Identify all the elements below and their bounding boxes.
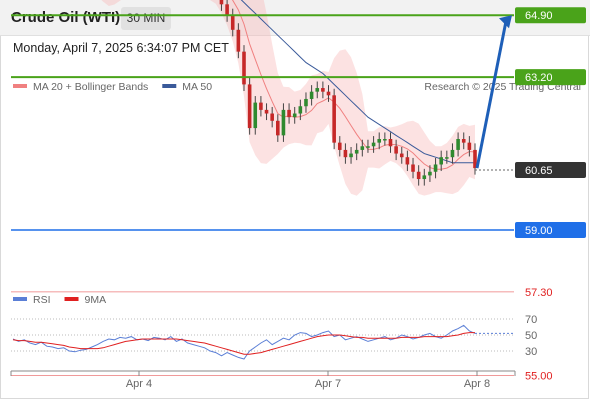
rsi-legend-swatch-0 [13, 297, 27, 301]
candle-body-38 [225, 4, 229, 16]
candle-body-74 [428, 171, 432, 176]
candle-body-43 [253, 102, 258, 129]
level-label-1: 63.20 [525, 72, 553, 84]
rsi-legend-label-0: RSI [33, 294, 51, 306]
candle-body-67 [388, 139, 393, 147]
candle-body-55 [321, 88, 325, 92]
forecast-arrow-shaft [475, 20, 508, 169]
candle-body-79 [456, 139, 460, 150]
candle-body-58 [337, 142, 342, 150]
candle-body-39 [230, 15, 235, 30]
candle-body-57 [332, 95, 336, 143]
candle-body-61 [354, 149, 359, 154]
candle-body-64 [371, 142, 376, 147]
rsi-legend-label-1: 9MA [85, 294, 107, 306]
candle-body-78 [450, 149, 455, 158]
rsi-ma-line [12, 332, 475, 355]
candle-body-66 [383, 139, 387, 141]
candle-body-76 [439, 157, 443, 165]
candle-body-82 [473, 149, 477, 169]
candle-body-41 [242, 51, 246, 85]
candle-body-44 [259, 102, 263, 110]
candle-body-80 [461, 139, 466, 143]
candle-body-75 [433, 164, 438, 172]
candle-body-47 [276, 120, 280, 136]
candle-body-73 [422, 175, 427, 180]
timestamp: Monday, April 7, 2025 6:34:07 PM CET [13, 41, 229, 55]
candle-body-46 [270, 113, 274, 121]
level-label-5: 55.00 [525, 371, 553, 383]
candle-body-71 [411, 164, 415, 172]
candle-body-54 [315, 88, 320, 92]
forecast-arrow-head [499, 15, 512, 29]
candle-body-48 [281, 109, 286, 136]
level-tag-1 [515, 69, 586, 86]
x-tick-label-1: Apr 7 [315, 378, 341, 390]
ma20-line [231, 0, 476, 170]
candle-body-40 [236, 29, 241, 52]
candle-body-52 [304, 98, 308, 107]
x-tick-label-0: Apr 4 [126, 378, 152, 390]
bollinger-band [101, 0, 475, 196]
candle-body-69 [399, 153, 404, 158]
legend-swatch-0 [13, 84, 27, 88]
candle-body-63 [366, 146, 370, 148]
rsi-tick-0: 70 [525, 314, 537, 326]
candle-body-37 [219, 0, 224, 5]
rsi-tick-1: 50 [525, 330, 537, 342]
candle-body-53 [309, 91, 314, 99]
rsi-legend-swatch-1 [64, 297, 79, 301]
level-tag-2 [515, 161, 586, 178]
candle-body-51 [298, 106, 303, 114]
legend-label-1: MA 50 [182, 81, 212, 93]
level-label-2: 60.65 [525, 165, 553, 177]
candle-body-60 [349, 153, 353, 158]
x-tick-label-2: Apr 8 [464, 378, 490, 390]
rsi-tick-2: 30 [525, 346, 537, 358]
legend-label-0: MA 20 + Bollinger Bands [33, 81, 148, 93]
level-label-0: 64.90 [525, 10, 553, 22]
candle-body-81 [467, 142, 472, 150]
candle-body-50 [292, 113, 297, 118]
candle-body-42 [247, 84, 252, 129]
level-tag-3 [515, 222, 586, 238]
candle-body-77 [445, 157, 449, 159]
level-label-3: 59.00 [525, 225, 553, 237]
header-bar: Crude Oil (WTI) 30 MIN [0, 0, 590, 36]
candle-body-62 [360, 146, 365, 150]
candle-body-68 [394, 146, 398, 154]
candle-body-72 [416, 171, 421, 180]
ma50-line [240, 0, 475, 164]
level-tag-0 [515, 7, 586, 24]
level-label-4: 57.30 [525, 287, 553, 299]
rsi-line [12, 324, 476, 360]
candle-body-70 [405, 157, 410, 165]
candle-body-45 [264, 109, 269, 114]
candle-body-59 [343, 149, 348, 158]
legend-swatch-1 [162, 84, 177, 88]
candle-body-49 [287, 109, 291, 118]
candle-body-65 [377, 139, 382, 143]
instrument-title: Crude Oil (WTI) [11, 9, 121, 26]
candle-body-56 [326, 91, 331, 96]
